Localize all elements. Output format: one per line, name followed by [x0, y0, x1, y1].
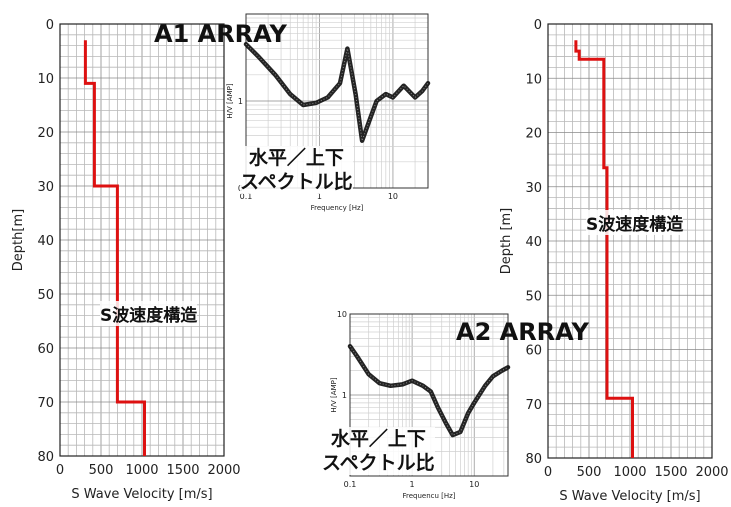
y-tick-label: 0	[534, 18, 542, 33]
a1-profile-label: S波速度構造	[100, 301, 198, 326]
x-tick-label: 1000	[125, 463, 158, 478]
a1-hv-label-line2: スペクトル比	[240, 170, 353, 194]
a2-hv-label-line1: 水平／上下	[322, 427, 435, 451]
a2-profile-label: S波速度構造	[586, 210, 684, 235]
x-tick-label: 0	[56, 463, 64, 478]
y-tick-label: 80	[37, 450, 54, 465]
x-tick-label: 10	[388, 192, 398, 201]
x-tick-label: 0.1	[344, 480, 357, 489]
y-axis-label: Depth [m]	[499, 208, 514, 275]
y-tick-label: 10	[337, 310, 347, 319]
y-tick-label: 70	[525, 398, 542, 413]
y-tick-label: 50	[37, 288, 54, 303]
y-axis-label: Depth[m]	[11, 209, 26, 271]
y-tick-label: 20	[525, 127, 542, 142]
plot-frame	[349, 313, 509, 477]
y-tick-label: 0	[46, 18, 54, 33]
x-tick-label: 0.1	[240, 192, 253, 201]
x-tick-label: 500	[89, 463, 114, 478]
x-tick-label: 1	[317, 192, 322, 201]
y-tick-label: 1	[238, 97, 243, 106]
a1-vs-profile-chart: 0 500 1000 1500 2000 0 10 20 30 40 50 60 70 80 S Wave …	[11, 18, 241, 502]
a2-hv-label: 水平／上下 スペクトル比	[322, 427, 435, 475]
x-tick-label: 1500	[654, 465, 687, 480]
y-tick-label: 20	[37, 126, 54, 141]
a1-hv-label-line1: 水平／上下	[240, 146, 353, 170]
y-tick-label: 10	[37, 72, 54, 87]
y-tick-label: 1	[342, 391, 347, 400]
y-axis-label: H/V [AMP]	[226, 83, 234, 118]
vs-profile-line	[574, 40, 634, 458]
x-tick-label: 1	[410, 480, 415, 489]
a2-hv-label-line2: スペクトル比	[322, 451, 435, 475]
x-axis-label: S Wave Velocity [m/s]	[559, 489, 700, 504]
y-tick-label: 60	[525, 344, 542, 359]
x-axis-label: Frequency [Hz]	[311, 204, 364, 212]
x-tick-label: 10	[469, 480, 479, 489]
x-axis-label: Frequencu [Hz]	[402, 492, 455, 500]
a2-vs-profile-chart: 0 500 1000 1500 2000 0 10 20 30 40 50 60 70 80 S Wave …	[499, 18, 729, 504]
plot-frame	[547, 23, 713, 459]
y-tick-label: 40	[525, 235, 542, 250]
y-tick-label: 60	[37, 342, 54, 357]
x-tick-label: 2000	[207, 463, 240, 478]
hv-ratio-curve-texture	[349, 345, 509, 436]
y-tick-label: 10	[525, 72, 542, 87]
y-axis-label: H/V [AMP]	[330, 377, 338, 412]
x-tick-label: 1000	[613, 465, 646, 480]
a2-array-title: A2 ARRAY	[456, 318, 589, 346]
x-tick-label: 2000	[695, 465, 728, 480]
y-tick-label: 40	[37, 234, 54, 249]
x-tick-label: 500	[577, 465, 602, 480]
a1-array-title: A1 ARRAY	[154, 20, 287, 48]
x-axis-label: S Wave Velocity [m/s]	[71, 487, 212, 502]
y-tick-label: 30	[37, 180, 54, 195]
a1-hv-label: 水平／上下 スペクトル比	[240, 146, 353, 194]
plot-frame	[59, 23, 225, 457]
x-tick-label: 1500	[166, 463, 199, 478]
y-tick-label: 50	[525, 289, 542, 304]
y-tick-label: 80	[525, 452, 542, 467]
x-tick-label: 0	[544, 465, 552, 480]
y-tick-label: 70	[37, 396, 54, 411]
vs-profile-line	[83, 40, 146, 456]
hv-ratio-curve-texture	[245, 43, 429, 142]
y-tick-label: 30	[525, 181, 542, 196]
